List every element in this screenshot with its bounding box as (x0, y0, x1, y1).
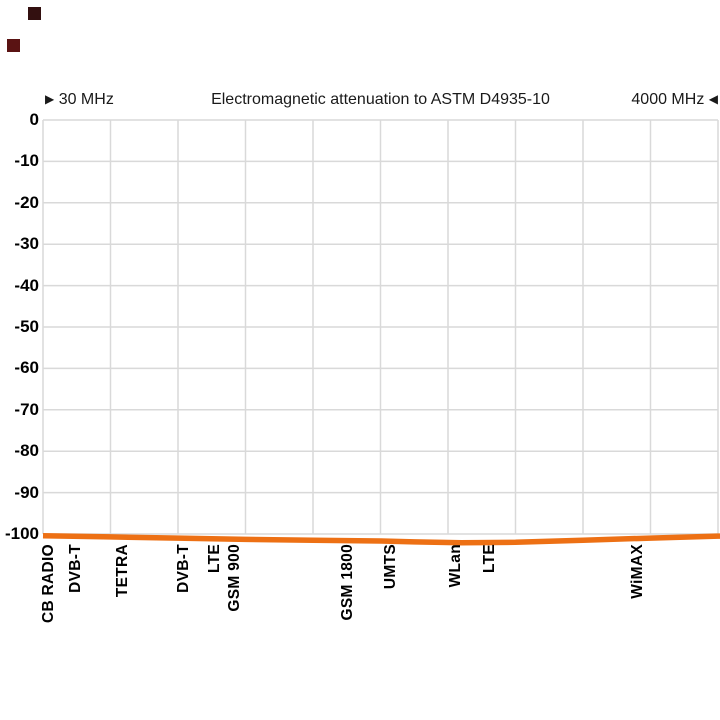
x-band-label: GSM 900 (225, 544, 243, 612)
x-band-label: GSM 1800 (339, 544, 357, 621)
plot-area (42, 119, 720, 546)
y-tick-label: -80 (14, 441, 39, 461)
y-tick-label: -30 (14, 234, 39, 254)
x-band-label: DVB-T (67, 544, 85, 593)
frequency-start-label: ▶ 30 MHz (45, 90, 114, 110)
frequency-end-text: 4000 MHz (631, 91, 705, 108)
x-band-label: WiMAX (628, 544, 646, 599)
frequency-end-label: 4000 MHz ◀ (631, 90, 718, 110)
right-triangle-icon: ▶ (45, 92, 55, 106)
corner-mark-left-square (7, 39, 20, 52)
x-band-label: TETRA (114, 544, 132, 598)
attenuation-line (42, 532, 720, 546)
x-band-label: CB RADIO (40, 544, 58, 624)
frequency-start-text: 30 MHz (58, 91, 114, 108)
x-band-label: WLan (447, 544, 465, 588)
chart-title: Electromagnetic attenuation to ASTM D493… (211, 91, 550, 108)
x-band-label: LTE (480, 544, 498, 574)
chart-header: ▶ 30 MHz Electromagnetic attenuation to … (0, 90, 720, 110)
y-tick-label: -40 (14, 275, 39, 295)
y-tick-label: -60 (14, 358, 39, 378)
y-axis-tick-labels: 0 -10 -20 -30 -40 -50 -60 -70 -80 -90 -100 (0, 0, 39, 720)
x-band-label: LTE (206, 544, 224, 574)
y-tick-label: -90 (14, 482, 39, 502)
y-tick-label: 0 (29, 110, 39, 129)
corner-mark-top-square (28, 7, 41, 20)
y-tick-label: -70 (14, 399, 39, 419)
y-tick-label: -50 (14, 317, 39, 336)
x-band-label: UMTS (382, 544, 400, 590)
y-tick-label: -10 (14, 151, 39, 171)
y-tick-label: -20 (14, 192, 39, 212)
grid-and-series-svg (42, 119, 720, 546)
left-triangle-icon: ◀ (708, 92, 718, 106)
y-tick-label: -100 (4, 524, 39, 543)
x-band-label: DVB-T (175, 544, 193, 593)
